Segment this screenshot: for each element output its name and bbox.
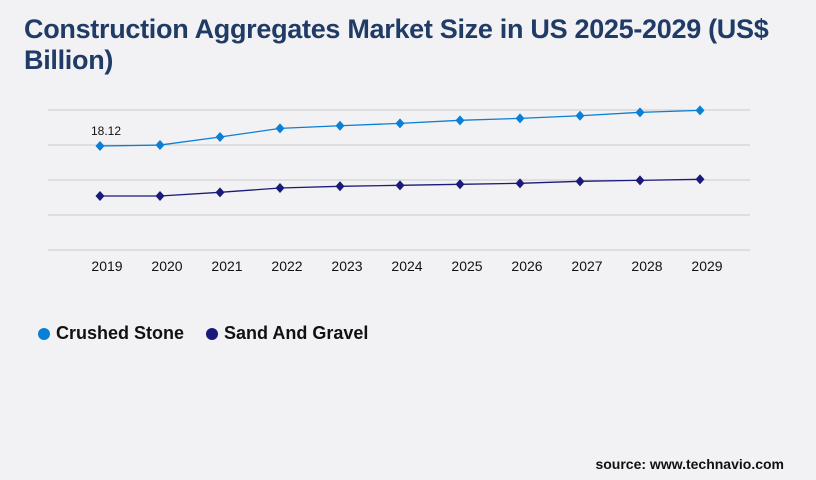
x-tick-label: 2020 [151, 258, 182, 274]
legend-label: Sand And Gravel [224, 323, 369, 343]
x-tick-label: 2029 [691, 258, 722, 274]
data-point-marker [155, 140, 165, 151]
data-point-marker [695, 105, 705, 116]
x-tick-label: 2026 [511, 258, 542, 274]
line-chart: 2019 2020 2021 2022 2023 2024 2025 2026 2027 2028… [48, 105, 750, 274]
data-point-marker [275, 123, 285, 134]
legend-marker-icon [206, 327, 219, 340]
legend-item-crushed-stone: Crushed Stone [38, 323, 184, 344]
x-tick-label: 2023 [331, 258, 362, 274]
source-text: source: www.technavio.com [595, 456, 784, 472]
data-point-marker [155, 191, 165, 202]
legend: Crushed Stone Sand And Gravel [38, 323, 368, 344]
x-tick-label: 2021 [211, 258, 242, 274]
x-tick-label: 2025 [451, 258, 482, 274]
data-point-marker [455, 179, 465, 190]
data-point-marker [95, 191, 105, 202]
legend-item-sand-and-gravel: Sand And Gravel [206, 323, 368, 344]
data-point-marker [335, 181, 345, 192]
data-point-marker [515, 178, 525, 189]
legend-marker-icon [38, 327, 50, 340]
chart-title: Construction Aggregates Market Size in U… [24, 14, 769, 75]
data-point-marker [395, 180, 405, 191]
x-tick-label: 2024 [391, 258, 422, 274]
data-point-marker [635, 175, 645, 186]
x-tick-label: 2027 [571, 258, 602, 274]
data-point-marker [335, 120, 345, 131]
data-point-marker [515, 113, 525, 124]
data-point-marker [455, 115, 465, 126]
data-point-marker [215, 132, 225, 143]
data-point-marker [395, 118, 405, 129]
data-point-marker [635, 107, 645, 118]
x-tick-label: 2019 [91, 258, 122, 274]
x-tick-label: 2028 [631, 258, 662, 274]
data-point-marker [695, 174, 705, 185]
data-point-marker [575, 176, 585, 187]
legend-label: Crushed Stone [56, 323, 185, 343]
x-tick-label: 2022 [271, 258, 302, 274]
data-label: 18.12 [91, 124, 121, 138]
data-point-marker [275, 183, 285, 194]
data-point-marker [95, 141, 105, 152]
data-point-marker [215, 187, 225, 198]
data-point-marker [575, 110, 585, 121]
